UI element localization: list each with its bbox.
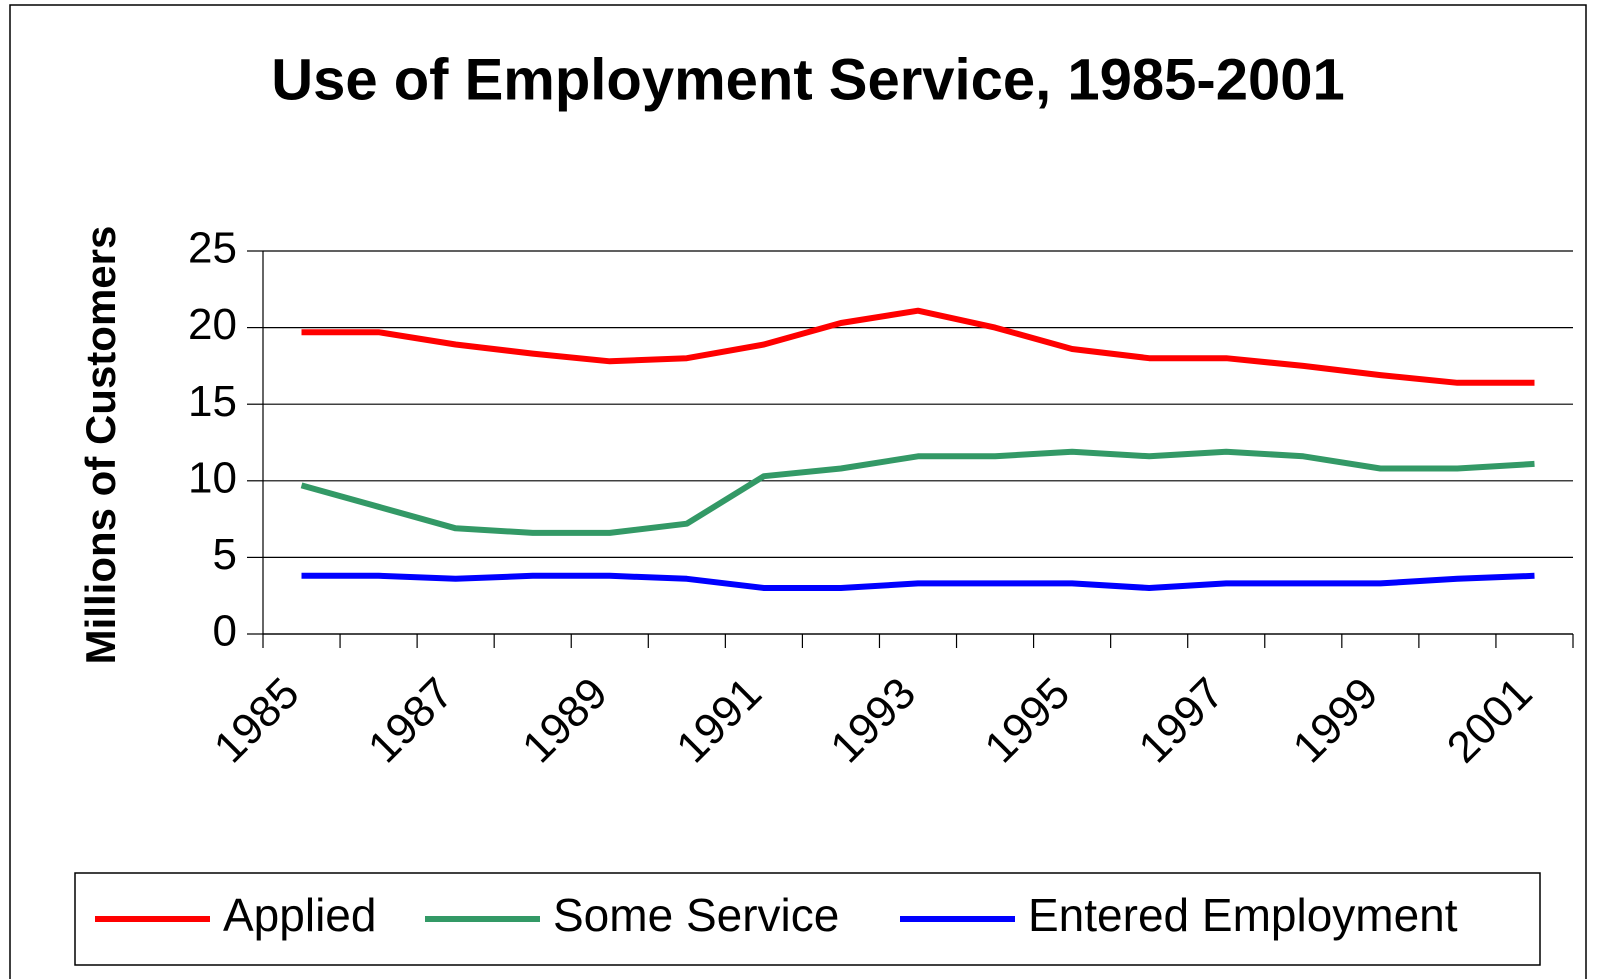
y-tick-label: 10	[188, 453, 237, 502]
x-tick-label: 1987	[359, 668, 463, 772]
y-tick-label: 25	[188, 224, 237, 273]
x-tick-label: 1995	[975, 668, 1079, 772]
data-line	[300, 448, 1535, 536]
x-tick-label: 1999	[1284, 668, 1388, 772]
y-axis-label: Millions of Customers	[77, 226, 124, 665]
legend-box	[74, 872, 1541, 966]
legend-label: Entered Employment	[1028, 889, 1458, 941]
x-tick-label: 2001	[1438, 668, 1542, 772]
y-tick-label: 0	[213, 607, 237, 656]
chart-frame	[9, 4, 1587, 979]
x-tick-label: 1985	[205, 668, 309, 772]
chart-title: Use of Employment Service, 1985-2001	[271, 47, 1345, 112]
data-line	[301, 307, 1535, 386]
x-tick-label: 1993	[821, 668, 925, 772]
legend-label: Some Service	[553, 889, 839, 941]
data-line	[301, 572, 1535, 591]
x-tick-label: 1989	[513, 668, 617, 772]
y-tick-label: 5	[213, 530, 237, 579]
x-tick-label: 1997	[1130, 668, 1234, 772]
y-tick-label: 15	[188, 377, 237, 426]
y-tick-label: 20	[188, 300, 237, 349]
legend-label: Applied	[223, 889, 376, 941]
x-tick-label: 1991	[667, 668, 771, 772]
